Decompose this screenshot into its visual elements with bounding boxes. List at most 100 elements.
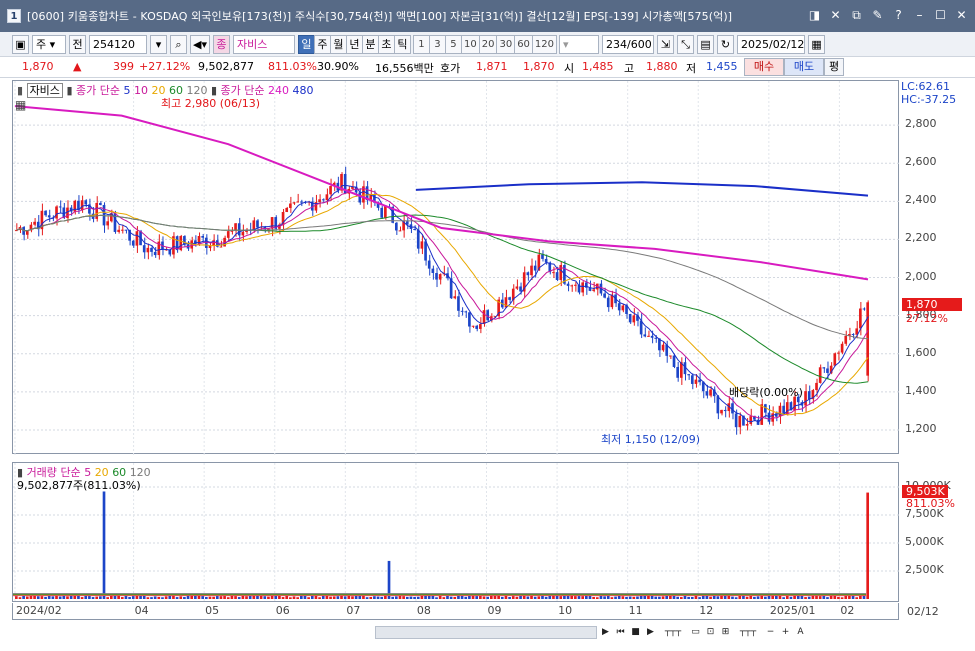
maximize-button[interactable]: ☐ <box>935 8 946 22</box>
volume-bar <box>727 594 731 599</box>
interval-dropdown[interactable]: ▾ <box>559 34 600 54</box>
candle-body <box>420 241 424 249</box>
volume-bar <box>603 596 606 599</box>
calendar-icon[interactable]: ▦ <box>808 34 826 54</box>
save-icon[interactable]: ▤ <box>697 34 715 54</box>
interval-3[interactable]: 3 <box>428 34 446 54</box>
ask-price: 1,870 <box>523 60 555 73</box>
candle-body <box>650 335 654 338</box>
interval-5[interactable]: 5 <box>444 34 462 54</box>
zoom-rect-icon[interactable]: ▭ <box>691 627 700 637</box>
volume-bar <box>303 595 307 599</box>
code-dropdown-icon[interactable]: ▾ <box>150 34 167 54</box>
forward-icon[interactable]: ▶ <box>647 627 654 637</box>
crosshair-icon[interactable]: ⤡ <box>677 34 695 54</box>
volume-ma-lines <box>13 593 866 597</box>
slider-icon[interactable]: ┬┬┬ <box>739 627 757 637</box>
tab-year[interactable]: 년 <box>345 34 363 54</box>
candle-body <box>351 186 354 189</box>
interval-20[interactable]: 20 <box>478 34 498 54</box>
tab-week[interactable]: 주 <box>313 34 331 54</box>
volume-bar <box>47 594 51 599</box>
grid-table-icon[interactable]: ▦ <box>15 98 27 112</box>
stock-code-input[interactable]: 254120 <box>89 34 147 54</box>
price-change: 399 <box>113 60 134 73</box>
zoom-a-icon[interactable]: ⊡ <box>706 627 715 637</box>
search-icon[interactable]: ⌕ <box>170 34 187 54</box>
ma2-label: 종가 단순 <box>220 84 265 97</box>
volume-bar <box>690 596 694 599</box>
average-button[interactable]: 평 <box>824 58 844 76</box>
minimize-button[interactable]: – <box>916 8 923 22</box>
candle-body <box>274 217 278 229</box>
stock-name-field[interactable]: 자비스 <box>232 34 295 54</box>
zoom-in-icon[interactable]: ⇲ <box>657 34 675 54</box>
tab-minute[interactable]: 분 <box>361 34 379 54</box>
period-select[interactable]: 주 ▾ <box>32 34 66 54</box>
x-axis-label: 09 <box>487 604 502 617</box>
candle-body <box>281 211 285 225</box>
tab-day[interactable]: 일 <box>297 34 315 54</box>
price-panel[interactable]: ▮ 자비스 ▮ 종가 단순 5 10 20 60 120 ▮ 종가 단순 240… <box>12 80 900 455</box>
volume-panel[interactable]: ▮ 거래량 단순 5 20 60 120 9,502,877주(811.03%) <box>12 462 900 603</box>
interval-30[interactable]: 30 <box>496 34 516 54</box>
close-button[interactable]: ✕ <box>956 8 967 22</box>
candle-body <box>767 412 771 422</box>
candle-body <box>676 366 679 378</box>
candle-body <box>362 186 365 203</box>
candle-body <box>95 202 99 219</box>
font-size-icon[interactable]: A <box>797 627 804 637</box>
interval-10[interactable]: 10 <box>460 34 480 54</box>
interval-60[interactable]: 60 <box>514 34 533 54</box>
tab-second[interactable]: 초 <box>377 34 395 54</box>
tab-tick[interactable]: 틱 <box>393 34 411 54</box>
link-icon[interactable]: ◨ <box>808 8 821 22</box>
volume-bar <box>745 596 749 599</box>
volume-bar <box>508 596 511 599</box>
volume-bar <box>446 595 449 599</box>
stop-icon[interactable]: ■ <box>631 627 640 637</box>
price-axis-label: 2,600 <box>905 155 937 169</box>
ma-toggle-icon[interactable]: ▮ <box>66 84 73 97</box>
volume-bar <box>194 595 197 599</box>
zoom-track-icon[interactable]: ┬┬┬ <box>664 627 682 637</box>
zoom-in-plus-icon[interactable]: + <box>781 627 790 637</box>
close-link-icon[interactable]: ✕ <box>830 8 841 22</box>
zoom-b-icon[interactable]: ⊞ <box>721 627 730 637</box>
candle-body <box>793 396 796 411</box>
candle-body <box>712 389 716 397</box>
sell-button[interactable]: 매도 <box>784 58 824 76</box>
prev-button[interactable]: 전 <box>69 34 86 54</box>
candle-body <box>497 299 500 317</box>
candle-body <box>493 316 497 318</box>
scroll-right-icon[interactable]: ▶ <box>602 627 609 637</box>
volume-axis-label: 7,500K <box>905 507 944 520</box>
refresh-icon[interactable]: ↻ <box>717 34 735 54</box>
volume-bar <box>778 595 782 599</box>
stock-name-label[interactable]: 자비스 <box>26 83 63 98</box>
x-axis-label: 05 <box>205 604 220 617</box>
edit-icon[interactable]: ✎ <box>872 8 883 22</box>
candle-body <box>73 200 77 212</box>
interval-120[interactable]: 120 <box>531 34 558 54</box>
candle-body <box>168 249 172 255</box>
volume-bar <box>661 596 665 599</box>
ma-period-5: 5 <box>123 84 131 97</box>
volume-bar <box>252 595 256 599</box>
sound-icon[interactable]: ◀▾ <box>190 34 210 54</box>
volume-bar <box>84 594 88 599</box>
help-icon[interactable]: ? <box>895 8 902 22</box>
volume-bar <box>840 597 844 599</box>
price-axis-label: 1,400 <box>905 383 937 397</box>
tab-month[interactable]: 월 <box>329 34 347 54</box>
chart-menu-icon[interactable]: ▣ <box>12 34 29 54</box>
candle-body <box>205 237 208 248</box>
buy-button[interactable]: 매수 <box>744 58 784 76</box>
layout-icon[interactable]: ⧉ <box>852 8 861 22</box>
horizontal-scrollbar[interactable] <box>375 626 597 639</box>
volume-bar <box>804 597 807 599</box>
rewind-icon[interactable]: ⏮ <box>616 627 625 637</box>
date-input[interactable]: 2025/02/12 <box>737 34 806 54</box>
zoom-out-icon[interactable]: − <box>766 627 775 637</box>
interval-1[interactable]: 1 <box>412 34 430 54</box>
